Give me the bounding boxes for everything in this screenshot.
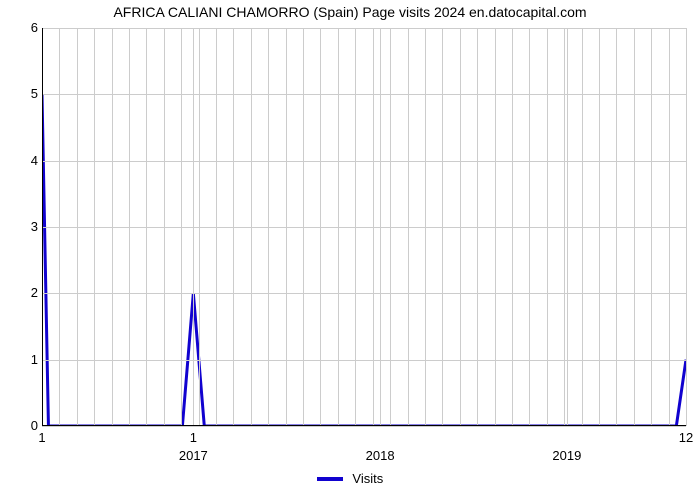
x-minor-label: 1 [27, 430, 57, 445]
grid-line-vertical-minor [338, 28, 339, 426]
grid-line-vertical-minor [373, 28, 374, 426]
grid-line-vertical-minor [286, 28, 287, 426]
grid-line-vertical-minor [303, 28, 304, 426]
grid-line-vertical-major [567, 28, 568, 426]
grid-line-vertical-minor [442, 28, 443, 426]
grid-line-horizontal [42, 161, 686, 162]
grid-line-vertical-minor [512, 28, 513, 426]
grid-line-vertical-minor [164, 28, 165, 426]
grid-line-vertical-minor [634, 28, 635, 426]
y-tick-label: 6 [8, 20, 38, 35]
visits-line [42, 94, 686, 426]
y-tick-label: 1 [8, 352, 38, 367]
grid-line-vertical-minor [495, 28, 496, 426]
grid-line-vertical-minor [547, 28, 548, 426]
grid-line-vertical-minor [77, 28, 78, 426]
grid-line-vertical-minor [233, 28, 234, 426]
legend-swatch [317, 477, 343, 481]
chart-container: AFRICA CALIANI CHAMORRO (Spain) Page vis… [0, 0, 700, 500]
grid-line-horizontal [42, 360, 686, 361]
grid-line-vertical-minor [616, 28, 617, 426]
grid-line-vertical-minor [460, 28, 461, 426]
grid-line-vertical-minor [477, 28, 478, 426]
grid-line-vertical-minor [408, 28, 409, 426]
grid-line-vertical-major [380, 28, 381, 426]
grid-line-vertical-minor [94, 28, 95, 426]
grid-line-vertical-minor [390, 28, 391, 426]
y-tick-label: 2 [8, 285, 38, 300]
grid-line-horizontal [42, 94, 686, 95]
grid-line-vertical-major [193, 28, 194, 426]
grid-line-vertical-minor [425, 28, 426, 426]
y-tick-label: 4 [8, 153, 38, 168]
plot-area [42, 28, 686, 426]
grid-line-vertical-minor [651, 28, 652, 426]
grid-line-vertical-minor [268, 28, 269, 426]
legend-label: Visits [352, 471, 383, 486]
grid-line-vertical-minor [181, 28, 182, 426]
grid-line-vertical-minor [599, 28, 600, 426]
grid-line-vertical-minor [199, 28, 200, 426]
x-minor-label: 12 [671, 430, 700, 445]
grid-line-horizontal [42, 227, 686, 228]
grid-line-vertical-minor [355, 28, 356, 426]
grid-line-horizontal [42, 293, 686, 294]
x-major-label: 2018 [350, 448, 410, 463]
grid-line-vertical-minor [59, 28, 60, 426]
x-minor-label: 1 [178, 430, 208, 445]
x-major-label: 2017 [163, 448, 223, 463]
grid-line-vertical-minor [686, 28, 687, 426]
grid-line-vertical-minor [216, 28, 217, 426]
grid-line-vertical-minor [320, 28, 321, 426]
grid-line-vertical-minor [582, 28, 583, 426]
grid-line-horizontal [42, 426, 686, 427]
grid-line-vertical-minor [564, 28, 565, 426]
chart-title: AFRICA CALIANI CHAMORRO (Spain) Page vis… [0, 4, 700, 20]
y-tick-label: 3 [8, 219, 38, 234]
y-tick-label: 5 [8, 86, 38, 101]
grid-line-vertical-minor [146, 28, 147, 426]
x-axis-line [42, 425, 686, 426]
grid-line-horizontal [42, 28, 686, 29]
grid-line-vertical-minor [251, 28, 252, 426]
grid-line-vertical-minor [129, 28, 130, 426]
legend: Visits [0, 470, 700, 486]
grid-line-vertical-minor [669, 28, 670, 426]
y-axis-line [42, 28, 43, 426]
x-major-label: 2019 [537, 448, 597, 463]
grid-line-vertical-minor [112, 28, 113, 426]
grid-line-vertical-minor [529, 28, 530, 426]
